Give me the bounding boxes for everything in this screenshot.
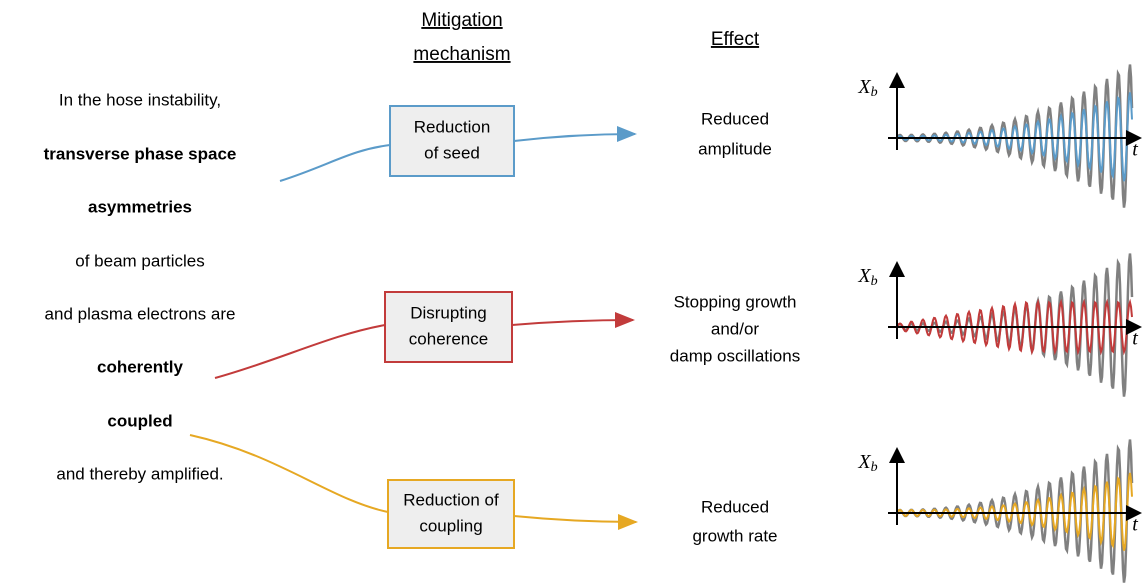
- effect-label: amplitude: [698, 139, 772, 158]
- effect-label: damp oscillations: [670, 346, 800, 365]
- connector: [279, 144, 391, 182]
- y-label-subscript: b: [871, 85, 878, 100]
- mechanism-box: [384, 291, 513, 363]
- header-effect: Effect: [711, 29, 760, 50]
- y-axis-label: Xb: [857, 451, 877, 476]
- plot: Xb t: [857, 439, 1142, 583]
- x-axis-label: t: [1132, 139, 1138, 161]
- effect-label: and/or: [711, 319, 760, 338]
- effect-label: Reduced: [701, 109, 769, 128]
- effect-label: Stopping growth: [674, 292, 797, 311]
- left-text: asymmetries: [88, 197, 192, 216]
- mechanism-label: Reduction: [414, 117, 491, 136]
- left-text: and thereby amplified.: [56, 464, 223, 483]
- mechanism-label: Disrupting: [410, 303, 487, 322]
- mitigated-wave: [896, 298, 1133, 356]
- y-label-subscript: b: [871, 460, 878, 475]
- x-axis-label: t: [1132, 328, 1138, 350]
- mechanism-label: coherence: [409, 329, 488, 348]
- y-axis-label: Xb: [857, 265, 877, 290]
- left-text: of beam particles: [75, 251, 204, 270]
- mechanism-box: [387, 479, 515, 549]
- left-text: In the hose instability,: [59, 90, 221, 109]
- connector: [214, 324, 386, 379]
- left-text: coupled: [107, 411, 172, 430]
- mitigated-wave: [896, 472, 1133, 551]
- arrow: [513, 126, 637, 143]
- y-label-symbol: X: [857, 451, 871, 473]
- x-axis-label: t: [1132, 514, 1138, 536]
- arrow: [513, 513, 638, 530]
- effect-label: growth rate: [692, 526, 777, 545]
- mechanism-box: [389, 105, 515, 177]
- left-text: transverse phase space: [44, 144, 237, 163]
- plot: Xb t: [857, 253, 1142, 397]
- header-mechanism: mechanism: [413, 44, 510, 65]
- left-text: coherently: [97, 357, 184, 376]
- arrow: [511, 312, 635, 329]
- mechanism-label: Reduction of: [403, 490, 499, 509]
- mechanism-label: coupling: [419, 516, 482, 535]
- y-label-symbol: X: [857, 76, 871, 98]
- y-label-symbol: X: [857, 265, 871, 287]
- left-text: and plasma electrons are: [45, 304, 236, 323]
- mitigated-wave: [896, 92, 1133, 182]
- effect-label: Reduced: [701, 497, 769, 516]
- connector: [189, 434, 389, 513]
- mechanism-label: of seed: [424, 143, 480, 162]
- plot: Xb t: [857, 64, 1142, 208]
- y-label-subscript: b: [871, 274, 878, 289]
- header-mechanism: Mitigation: [421, 10, 502, 31]
- y-axis-label: Xb: [857, 76, 877, 101]
